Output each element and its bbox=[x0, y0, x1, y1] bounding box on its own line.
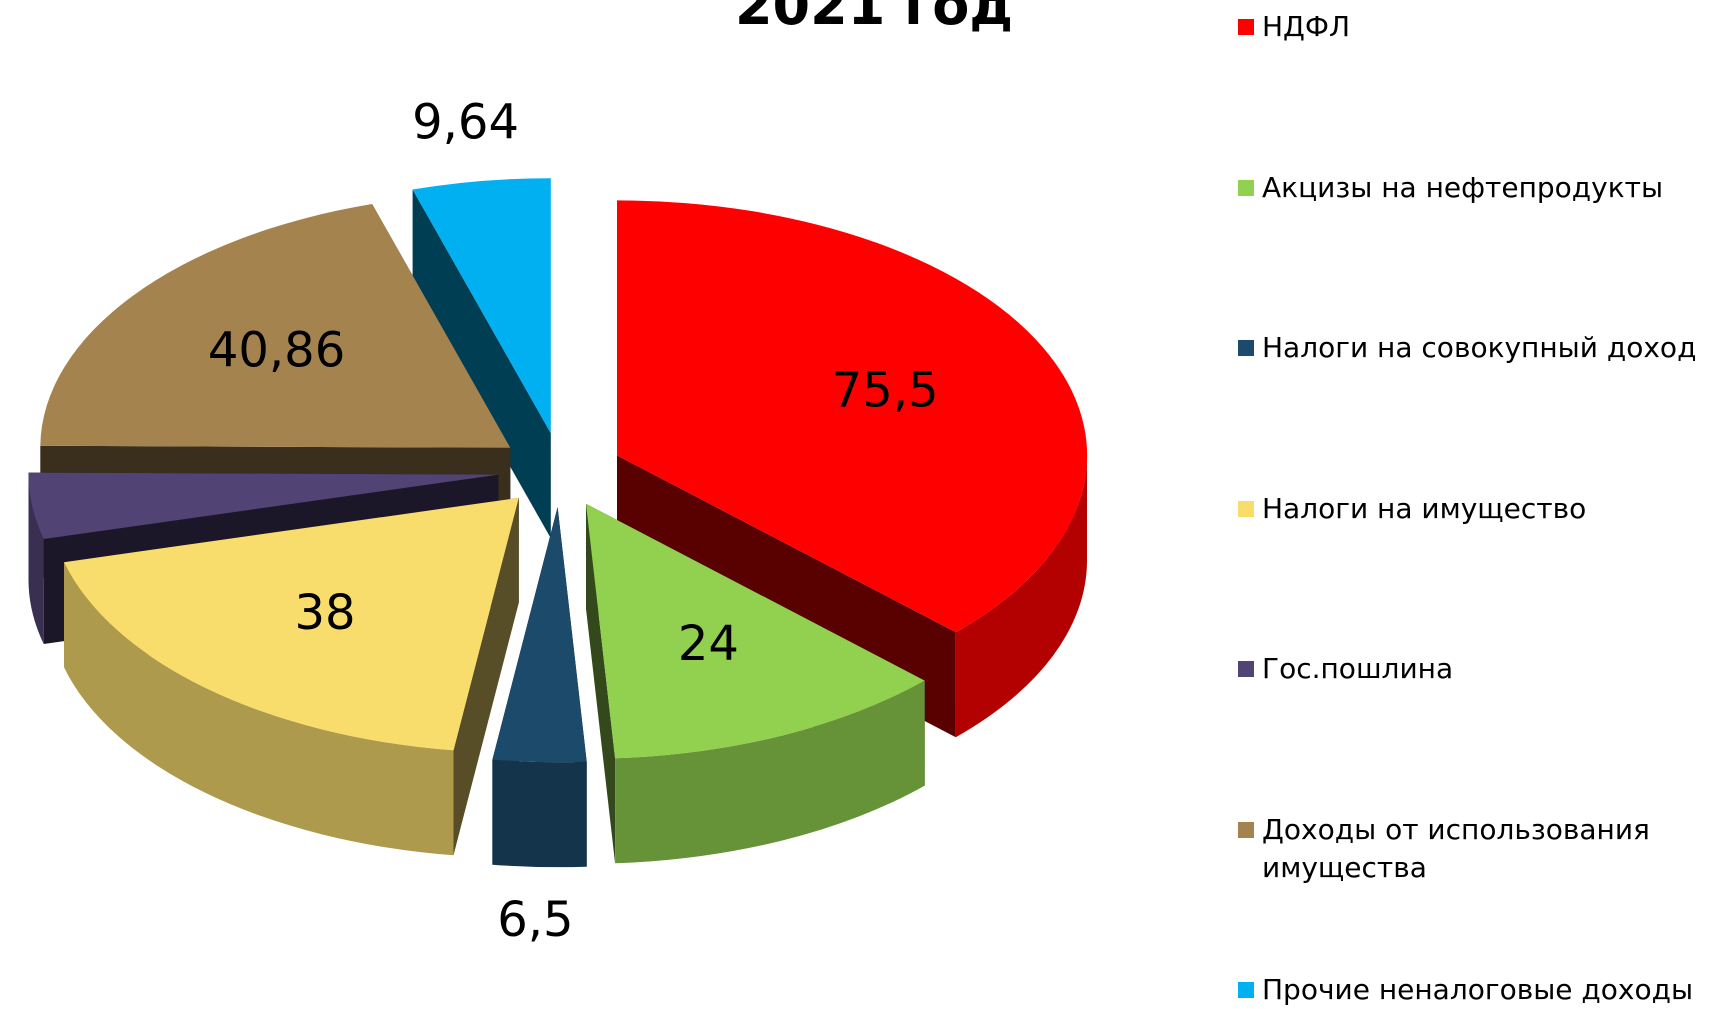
slice bbox=[40, 204, 511, 448]
legend-label: Налоги на имущество bbox=[1262, 491, 1587, 525]
legend-label: НДФЛ bbox=[1262, 10, 1351, 43]
data-label: 38 bbox=[294, 585, 355, 641]
legend-item: Акцизы на нефтепродукты bbox=[1238, 169, 1728, 207]
slice-edge bbox=[615, 680, 925, 864]
legend-item: Налоги на имущество bbox=[1238, 490, 1728, 528]
slice bbox=[617, 200, 1088, 633]
legend-label: Налоги на совокупный доход bbox=[1262, 331, 1697, 364]
legend-item: НДФЛ bbox=[1238, 8, 1728, 46]
legend-label: Гос.пошлина bbox=[1262, 652, 1454, 685]
legend-label: Прочие неналоговые доходы bbox=[1262, 973, 1694, 1006]
slice-edge bbox=[28, 474, 44, 644]
data-label: 24 bbox=[678, 616, 739, 672]
legend-swatch bbox=[1238, 340, 1254, 356]
legend-item: Налоги на совокупный доход bbox=[1238, 329, 1728, 367]
legend-item: Доходы от использования имущества bbox=[1238, 811, 1728, 887]
slice-edge bbox=[64, 562, 454, 856]
slice bbox=[586, 503, 925, 759]
slice bbox=[28, 472, 499, 539]
slice bbox=[64, 497, 519, 751]
slice-edge bbox=[955, 455, 1087, 738]
legend-swatch bbox=[1238, 821, 1254, 838]
legend-swatch bbox=[1238, 19, 1254, 35]
legend-swatch bbox=[1238, 982, 1254, 998]
data-label: 40,86 bbox=[208, 322, 345, 378]
legend-label: Акцизы на нефтепродукты bbox=[1262, 170, 1664, 204]
slice-side bbox=[586, 503, 616, 864]
data-label: 9,64 bbox=[412, 95, 519, 151]
slice bbox=[492, 507, 587, 763]
legend-item: Прочие неналоговые доходы bbox=[1238, 971, 1728, 1009]
legend-item: Гос.пошлина bbox=[1238, 650, 1728, 688]
chart-title: 2021 год bbox=[735, 0, 1013, 37]
legend-swatch bbox=[1238, 500, 1254, 517]
slice-side bbox=[412, 189, 551, 539]
legend-label: Доходы от использования имущества bbox=[1262, 812, 1650, 884]
data-label: 6,5 bbox=[497, 892, 573, 948]
legend-swatch bbox=[1238, 179, 1254, 196]
slice-edge bbox=[492, 759, 587, 868]
slice bbox=[412, 178, 551, 434]
data-label: 75,5 bbox=[832, 363, 939, 419]
legend-swatch bbox=[1238, 661, 1254, 677]
